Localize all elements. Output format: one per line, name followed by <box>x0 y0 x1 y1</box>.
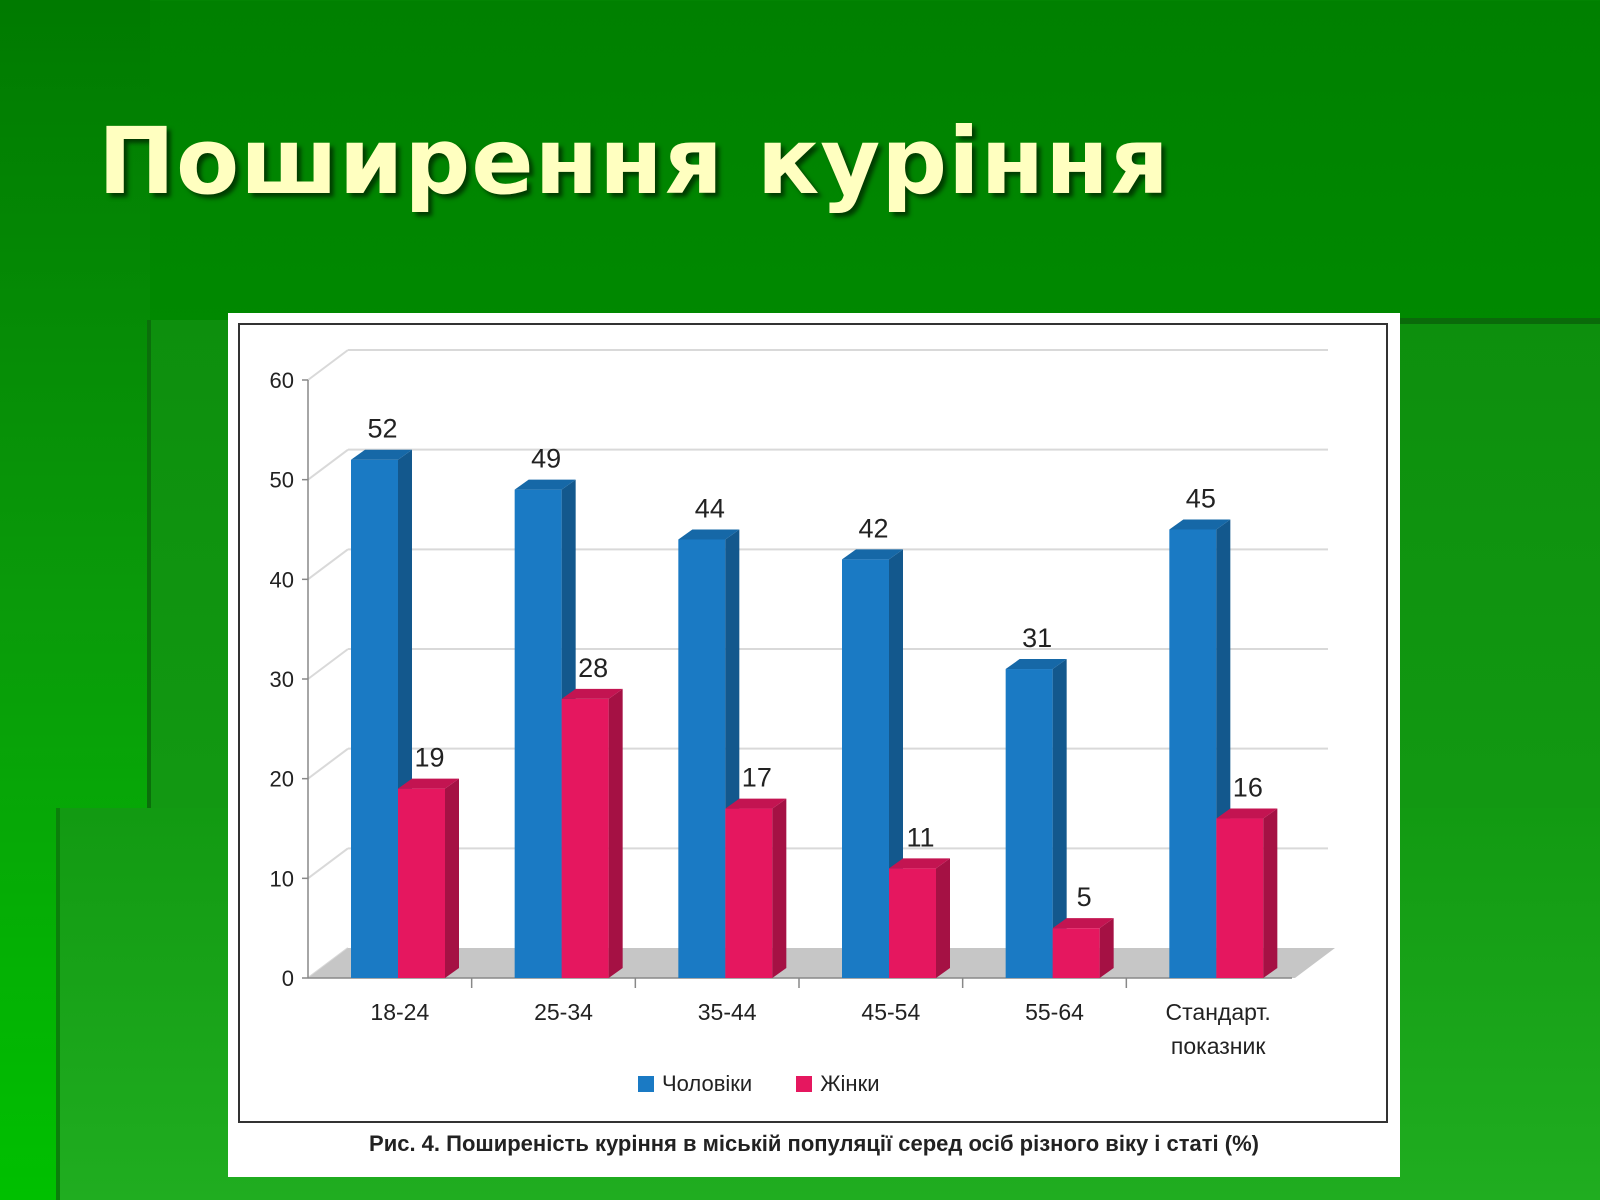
y-tick-label: 10 <box>270 866 294 891</box>
bar-women <box>725 808 773 978</box>
bar-men <box>1005 669 1053 978</box>
y-tick-label: 60 <box>270 368 294 393</box>
bar-side <box>1052 659 1067 978</box>
x-tick-label: 35-44 <box>698 999 757 1025</box>
y-tick-label: 0 <box>282 966 294 991</box>
bar-top <box>561 688 623 699</box>
bar-top <box>1005 659 1067 670</box>
bar-women <box>889 868 936 978</box>
bar-side <box>1099 918 1114 978</box>
bar-side <box>936 858 950 978</box>
legend-item-men: Чоловіки <box>638 1071 752 1097</box>
data-label: 16 <box>1233 773 1263 803</box>
chart-legend: Чоловіки Жінки <box>638 1071 880 1097</box>
data-label: 19 <box>414 743 444 773</box>
background-accent-line <box>1370 318 1600 324</box>
bar-women <box>1052 928 1100 978</box>
bar-side <box>1263 808 1278 978</box>
bar-chart: 0 10 20 30 40 50 60 52 19 18-24 49 28 25-34 44 17 35-44… <box>270 349 1335 1059</box>
chart-frame <box>238 323 1388 1123</box>
data-label: 17 <box>742 763 772 793</box>
bar-top <box>398 778 459 789</box>
data-label: 42 <box>858 513 888 543</box>
x-tick-label: 25-34 <box>534 999 593 1025</box>
gridline-depth <box>307 648 349 680</box>
y-tick-label: 50 <box>270 468 294 493</box>
bar-women <box>1216 818 1264 978</box>
legend-label-men: Чоловіки <box>662 1071 753 1096</box>
bar-side <box>772 798 787 978</box>
data-label: 31 <box>1022 623 1052 653</box>
data-label: 49 <box>531 444 561 474</box>
x-tick-label: Стандарт. <box>1166 999 1271 1025</box>
chart-card: 0 10 20 30 40 50 60 52 19 18-24 49 28 25-34 44 17 35-44… <box>228 313 1400 1177</box>
bar-top <box>842 549 903 560</box>
bar-top <box>351 449 412 460</box>
gridline-depth <box>307 548 349 581</box>
gridline-depth <box>307 747 349 780</box>
slide-title: Поширення куріння <box>98 108 1170 215</box>
data-label: 5 <box>1077 882 1092 912</box>
bar-top <box>1052 918 1114 929</box>
bar-men <box>842 559 889 978</box>
data-label: 44 <box>695 493 725 523</box>
bar-top <box>678 529 740 540</box>
x-tick-label: 18-24 <box>370 999 429 1025</box>
bar-men <box>678 539 726 978</box>
y-tick-label: 20 <box>270 767 294 792</box>
bar-top <box>1216 808 1278 819</box>
data-label: 52 <box>367 414 397 444</box>
data-label: 11 <box>906 822 934 852</box>
bar-women <box>561 698 609 978</box>
legend-label-women: Жінки <box>820 1071 880 1096</box>
bar-men <box>1169 529 1217 978</box>
legend-swatch-men <box>638 1076 654 1092</box>
x-tick-label: показник <box>1171 1033 1266 1059</box>
bar-women <box>398 788 445 978</box>
chart-caption: Рис. 4. Поширеність куріння в міській по… <box>369 1131 1259 1156</box>
bar-top <box>889 858 950 869</box>
bar-top <box>725 798 787 809</box>
bar-side <box>608 688 623 978</box>
gridline-depth <box>307 847 349 880</box>
gridline-depth <box>307 349 349 381</box>
data-label: 28 <box>578 653 608 683</box>
x-tick-label: 55-64 <box>1025 999 1084 1025</box>
x-tick-label: 45-54 <box>861 999 920 1025</box>
bar-men <box>351 459 398 978</box>
y-tick-label: 30 <box>270 667 294 692</box>
bar-men <box>514 489 562 978</box>
legend-item-women: Жінки <box>796 1071 880 1097</box>
bar-top <box>514 479 576 490</box>
data-label: 45 <box>1186 484 1216 514</box>
bar-top <box>1169 519 1231 530</box>
gridline-depth <box>307 448 349 481</box>
legend-swatch-women <box>796 1076 813 1092</box>
bar-side <box>445 778 459 978</box>
y-tick-label: 40 <box>270 567 294 592</box>
